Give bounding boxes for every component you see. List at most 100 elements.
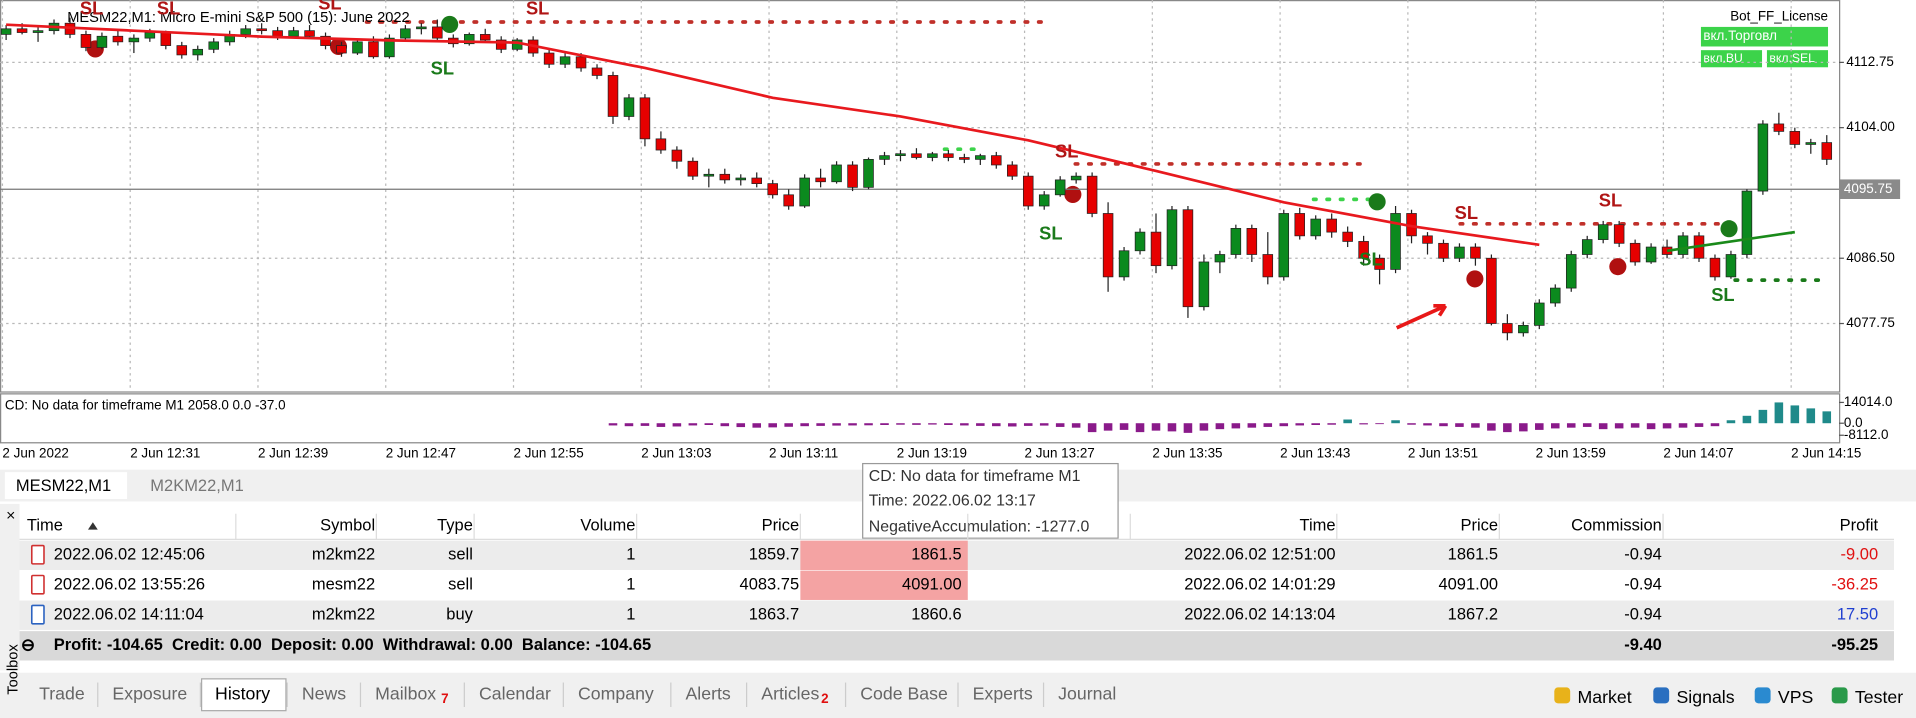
tab-badge: 2 — [821, 691, 828, 706]
table-cell[interactable]: 1 — [626, 606, 635, 624]
histogram-bar — [976, 423, 985, 426]
table-cell[interactable]: 2022.06.02 14:01:29 — [1184, 576, 1335, 594]
bottom-tab[interactable]: Code Base — [860, 683, 948, 703]
table-cell[interactable]: sell — [448, 546, 473, 564]
candle-body — [208, 41, 219, 50]
candle-body — [256, 28, 267, 32]
bottom-tab[interactable]: News — [302, 683, 346, 703]
table-cell[interactable]: -0.94 — [1624, 546, 1662, 564]
histogram-bar — [704, 423, 714, 426]
table-cell[interactable]: sell — [448, 576, 473, 594]
column-header[interactable]: Type — [437, 516, 473, 534]
table-cell[interactable]: 4091.00 — [1438, 576, 1498, 594]
table-cell[interactable]: 1861.5 — [911, 546, 961, 564]
trade-icon — [441, 15, 459, 34]
column-header[interactable]: Symbol — [320, 516, 375, 534]
candle-body — [943, 153, 954, 158]
table-cell[interactable]: 2022.06.02 14:11:04 — [54, 606, 204, 624]
table-cell[interactable]: 1860.6 — [911, 606, 961, 624]
candle-body — [96, 35, 108, 48]
table-cell[interactable]: 17.50 — [1837, 606, 1878, 624]
button-label[interactable]: вкл.BU — [1703, 51, 1742, 65]
histogram-bar — [1646, 423, 1656, 430]
bottom-tab[interactable]: Articles — [761, 683, 819, 703]
table-cell[interactable]: 2022.06.02 14:13:04 — [1184, 606, 1335, 624]
button-label[interactable]: вкл.SEL — [1769, 51, 1815, 65]
bottom-tab[interactable]: Alerts — [686, 683, 731, 703]
candle-body — [1821, 142, 1833, 160]
table-cell[interactable]: mesm22 — [312, 576, 375, 594]
sort-arrow — [87, 522, 98, 530]
column-header[interactable]: Commission — [1571, 516, 1662, 534]
sl-label: SL — [157, 0, 180, 19]
table-cell[interactable]: -36.25 — [1831, 576, 1878, 594]
histogram-bar — [1614, 423, 1624, 429]
bottom-tab[interactable]: Mailbox — [375, 683, 436, 703]
column-header[interactable]: Profit — [1840, 516, 1879, 534]
table-cell[interactable]: 1859.7 — [749, 546, 799, 564]
histogram-bar — [1742, 415, 1752, 424]
candle-body — [831, 164, 842, 183]
candle-body — [815, 177, 826, 183]
histogram-bar — [1471, 423, 1480, 428]
candle-body — [336, 45, 347, 54]
table-cell[interactable]: 2022.06.02 13:55:26 — [54, 576, 205, 594]
bottom-tab[interactable]: Trade — [39, 683, 85, 703]
histogram-bar — [816, 423, 825, 426]
column-header[interactable]: Time — [1300, 516, 1336, 534]
table-cell[interactable]: 1867.2 — [1448, 606, 1498, 624]
right-tab[interactable]: VPS — [1778, 687, 1813, 707]
button-label[interactable]: вкл.Торговл — [1703, 28, 1777, 43]
column-header[interactable]: Volume — [580, 516, 635, 534]
sl-label: SL — [80, 0, 103, 19]
y-tick-label: 0.0 — [1844, 415, 1863, 430]
histogram-bar — [1135, 423, 1145, 433]
tab-icon — [1554, 687, 1571, 704]
candle-body — [911, 153, 922, 158]
table-cell[interactable]: -9.00 — [1841, 546, 1879, 564]
table-cell[interactable]: -0.94 — [1624, 576, 1662, 594]
histogram-bar — [1822, 411, 1832, 424]
table-cell[interactable]: -0.94 — [1624, 606, 1662, 624]
tab-icon — [1754, 687, 1771, 704]
histogram-bar — [880, 423, 889, 426]
candle-body — [1550, 287, 1561, 304]
chart-tab[interactable]: MESM22,M1 — [16, 477, 111, 495]
bottom-tab[interactable]: Journal — [1058, 683, 1116, 703]
candle-body — [1230, 228, 1242, 255]
chart-tab[interactable]: M2KM22,M1 — [150, 477, 243, 495]
histogram-bar — [1327, 423, 1336, 425]
table-cell[interactable]: 4091.00 — [902, 576, 962, 594]
right-tab[interactable]: Tester — [1855, 687, 1903, 707]
table-cell[interactable]: 1861.5 — [1448, 546, 1498, 564]
table-cell[interactable]: m2km22 — [312, 546, 375, 564]
table-cell[interactable]: 1 — [626, 546, 635, 564]
histogram-bar — [1710, 423, 1720, 427]
bottom-tab[interactable]: Company — [578, 683, 654, 703]
active-chart-tab — [4, 472, 128, 500]
histogram-bar — [1487, 423, 1496, 431]
column-header[interactable]: Price — [1461, 516, 1499, 534]
right-tab[interactable]: Market — [1578, 687, 1632, 707]
bottom-tab[interactable]: Calendar — [479, 683, 551, 703]
close-x[interactable]: × — [6, 507, 15, 524]
histogram-bar — [1039, 423, 1049, 426]
candle-body — [703, 173, 715, 177]
column-header[interactable]: Time — [27, 516, 63, 534]
table-cell[interactable]: buy — [446, 606, 473, 624]
candle-body — [1278, 213, 1290, 278]
bottom-tab[interactable]: Experts — [973, 683, 1033, 703]
table-cell[interactable]: 1 — [626, 576, 635, 594]
table-cell[interactable]: 2022.06.02 12:45:06 — [54, 546, 205, 564]
table-cell[interactable]: 2022.06.02 12:51:00 — [1184, 546, 1335, 564]
column-header[interactable]: Price — [762, 516, 800, 534]
bottom-tab[interactable]: Exposure — [112, 683, 187, 703]
right-tab[interactable]: Signals — [1677, 687, 1735, 707]
table-cell[interactable]: 1863.7 — [749, 606, 799, 624]
histogram-bar — [1295, 423, 1305, 426]
table-cell[interactable]: m2km22 — [312, 606, 375, 624]
histogram-bar — [1535, 423, 1544, 430]
bottom-tab[interactable]: History — [215, 683, 270, 703]
table-cell[interactable]: 4083.75 — [740, 576, 800, 594]
summary-commission: -9.40 — [1624, 636, 1662, 654]
